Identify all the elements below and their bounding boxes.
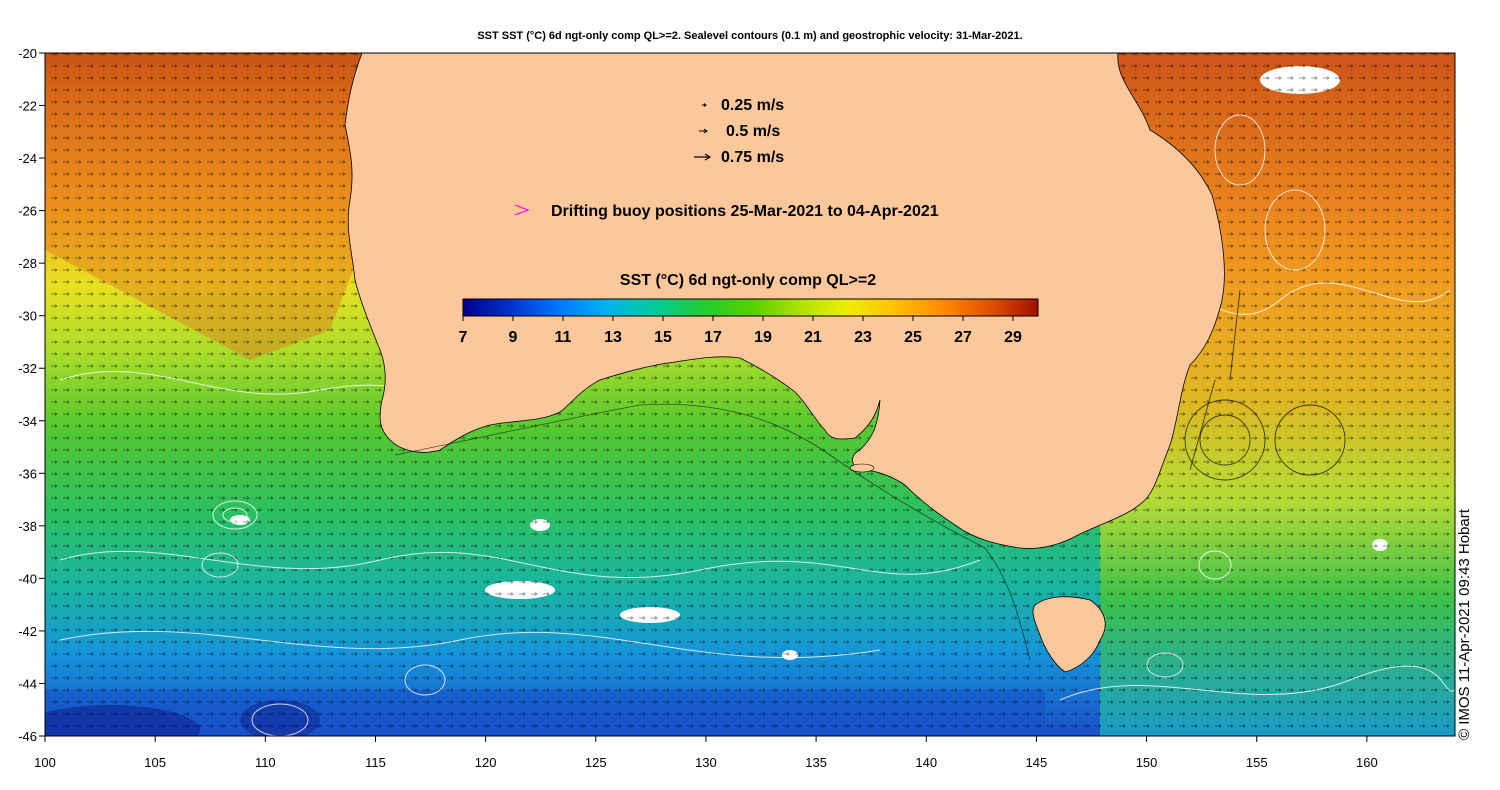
colorbar-tick-label: 17 <box>704 329 722 346</box>
arrow-icon <box>699 128 708 134</box>
velocity-legend: 0.25 m/s 0.5 m/s 0.75 m/s <box>694 97 784 166</box>
y-tick-label: -44 <box>18 676 37 691</box>
y-tick-label: -36 <box>18 466 37 481</box>
colorbar-tick-label: 13 <box>604 329 622 346</box>
y-tick-label: -40 <box>18 571 37 586</box>
colorbar-title: SST (°C) 6d ngt-only comp QL>=2 <box>620 272 876 289</box>
arrow-icon <box>702 103 707 107</box>
y-tick-label: -30 <box>18 309 37 324</box>
x-tick-label: 125 <box>585 755 607 770</box>
velocity-legend-row: 0.5 m/s <box>699 123 780 140</box>
y-tick-label: -38 <box>18 519 37 534</box>
colorbar-tick-label: 21 <box>804 329 822 346</box>
x-tick-label: 105 <box>144 755 166 770</box>
x-tick-label: 130 <box>695 755 717 770</box>
x-tick-label: 120 <box>475 755 497 770</box>
y-tick-label: -20 <box>18 46 37 61</box>
buoy-legend: Drifting buoy positions 25-Mar-2021 to 0… <box>514 203 939 220</box>
colorbar-tick-label: 29 <box>1004 329 1022 346</box>
x-tick-label: 100 <box>34 755 56 770</box>
velocity-legend-label: 0.75 m/s <box>721 149 784 166</box>
x-tick-label: 150 <box>1136 755 1158 770</box>
x-tick-label: 110 <box>255 755 276 770</box>
x-tick-label: 155 <box>1246 755 1268 770</box>
x-tick-label: 145 <box>1026 755 1048 770</box>
x-tick-label: 135 <box>805 755 827 770</box>
y-tick-label: -28 <box>18 256 37 271</box>
credit-text: © IMOS 11-Apr-2021 09:43 Hobart <box>1456 509 1473 740</box>
y-tick-label: -24 <box>18 151 37 166</box>
colorbar-tick-label: 23 <box>854 329 872 346</box>
buoy-legend-label: Drifting buoy positions 25-Mar-2021 to 0… <box>551 203 939 220</box>
colorbar-bar <box>462 298 1039 317</box>
colorbar-tick-label: 7 <box>459 329 468 346</box>
colorbar-tick-label: 15 <box>654 329 672 346</box>
colorbar-tick-label: 9 <box>509 329 518 346</box>
x-tick-label: 160 <box>1356 755 1378 770</box>
velocity-legend-row: 0.25 m/s <box>702 97 784 114</box>
y-tick-label: -22 <box>18 99 37 114</box>
y-tick-label: -26 <box>18 204 37 219</box>
velocity-legend-label: 0.25 m/s <box>721 97 784 114</box>
velocity-legend-label: 0.5 m/s <box>726 123 780 140</box>
y-tick-label: -32 <box>18 361 37 376</box>
x-tick-label: 140 <box>915 755 937 770</box>
velocity-legend-row: 0.75 m/s <box>694 149 784 166</box>
colorbar-tick-label: 25 <box>904 329 922 346</box>
x-axis: 100 105 110 115 120 125 130 135 140 145 150 155 160 <box>34 736 1378 770</box>
y-axis: -20 -22 -24 -26 -28 -30 -32 -34 -36 -38 -40 -42 -44 -… <box>18 46 45 744</box>
colorbar-ticks: 7 9 11 13 15 17 19 21 23 25 27 29 <box>459 316 1022 346</box>
eac-eddy-vectors <box>1184 289 1346 481</box>
arrow-icon <box>694 153 712 161</box>
y-tick-label: -46 <box>18 729 37 744</box>
colorbar-tick-label: 27 <box>954 329 972 346</box>
x-tick-label: 115 <box>365 755 386 770</box>
colorbar-tick-label: 11 <box>555 329 572 346</box>
map-title: SST SST (°C) 6d ngt-only comp QL>=2. Sea… <box>477 30 1023 42</box>
buoy-marker-icon <box>514 204 530 216</box>
colorbar: SST (°C) 6d ngt-only comp QL>=2 7 9 11 13 15… <box>459 272 1039 346</box>
y-tick-label: -34 <box>18 414 37 429</box>
tasmania <box>1032 596 1106 673</box>
plot-frame <box>44 52 1456 737</box>
sealevel-contours <box>59 114 1455 736</box>
colorbar-tick-label: 19 <box>754 329 772 346</box>
y-tick-label: -42 <box>18 624 37 639</box>
shelf-break-contour <box>394 403 1031 661</box>
